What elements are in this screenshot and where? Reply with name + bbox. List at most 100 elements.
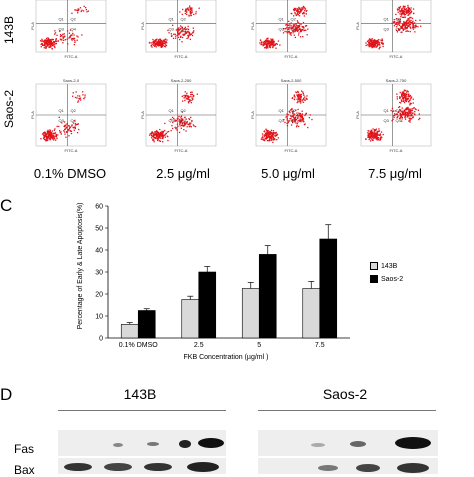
event-dot — [170, 35, 173, 37]
event-dot — [391, 107, 394, 110]
event-dot — [66, 126, 68, 129]
event-dot — [190, 116, 192, 119]
event-dot — [166, 39, 168, 41]
event-dot — [401, 100, 403, 102]
event-dot — [407, 6, 409, 9]
event-dot — [282, 32, 285, 34]
event-dot — [68, 128, 70, 131]
event-dot — [418, 118, 420, 121]
event-dot — [299, 119, 302, 122]
y-tick-label: 50 — [95, 226, 103, 233]
event-dot — [377, 137, 380, 139]
event-dot — [305, 98, 307, 100]
event-dot — [151, 137, 153, 139]
event-dot — [47, 131, 49, 134]
event-dot — [373, 134, 376, 137]
event-dot — [186, 94, 188, 96]
event-dot — [152, 38, 154, 41]
event-dot — [409, 121, 411, 123]
event-dot — [266, 132, 268, 134]
event-dot — [159, 134, 161, 136]
event-dot — [157, 135, 159, 137]
event-dot — [262, 41, 265, 43]
event-dot — [187, 97, 190, 99]
event-dot — [379, 137, 381, 139]
event-dot — [186, 28, 188, 30]
event-dot — [191, 99, 193, 101]
event-dot — [159, 45, 162, 47]
event-dot — [412, 117, 414, 119]
event-dot — [182, 34, 184, 36]
event-dot — [405, 114, 407, 116]
event-dot — [296, 8, 298, 10]
event-dot — [62, 33, 64, 35]
event-dot — [55, 38, 57, 40]
event-dot — [158, 133, 160, 136]
event-dot — [299, 116, 301, 118]
event-dot — [264, 47, 266, 49]
event-dot — [188, 14, 190, 16]
event-dot — [293, 25, 295, 27]
event-dot — [82, 10, 85, 12]
event-dot — [164, 129, 166, 132]
event-dot — [396, 8, 399, 10]
flow-plot-143b-1: Q1 Q2 Q3 Q4 FITC-A PI-A — [140, 0, 217, 60]
event-dot — [182, 118, 184, 120]
event-dot — [370, 134, 372, 136]
event-dot — [149, 134, 151, 136]
event-dot — [45, 139, 47, 141]
event-dot — [396, 96, 398, 98]
event-dot — [394, 113, 396, 115]
event-dot — [153, 40, 155, 43]
event-dot — [60, 133, 62, 135]
event-dot — [49, 134, 51, 136]
event-dot — [50, 46, 52, 48]
event-dot — [49, 133, 51, 135]
event-dot — [409, 23, 411, 26]
event-dot — [302, 5, 304, 8]
event-dot — [306, 95, 308, 97]
event-dot — [368, 46, 370, 48]
event-dot — [408, 108, 410, 110]
event-dot — [189, 12, 191, 14]
event-dot — [163, 40, 165, 42]
event-dot — [293, 23, 295, 26]
event-dot — [376, 137, 378, 139]
event-dot — [404, 90, 406, 92]
event-dot — [304, 8, 307, 10]
event-dot — [157, 44, 159, 47]
event-dot — [408, 7, 410, 9]
event-dot — [376, 132, 378, 135]
event-dot — [305, 13, 307, 15]
event-dot — [153, 136, 155, 138]
event-dot — [183, 34, 185, 36]
event-dot — [47, 45, 49, 47]
event-dot — [404, 118, 407, 120]
event-dot — [275, 43, 278, 45]
event-dot — [70, 130, 73, 132]
event-dot — [184, 116, 186, 118]
event-dot — [405, 93, 408, 95]
event-dot — [178, 118, 180, 121]
event-dot — [375, 42, 377, 45]
event-dot — [284, 30, 286, 33]
event-dot — [379, 46, 381, 48]
event-dot — [406, 20, 408, 22]
event-dot — [150, 45, 152, 47]
flow-plot-title: Saos-2-500 — [281, 78, 302, 83]
event-dot — [277, 40, 280, 42]
x-tick-label: 0.1% DMSO — [119, 342, 158, 349]
event-dot — [272, 134, 275, 136]
event-dot — [265, 133, 268, 135]
event-dot — [259, 39, 262, 42]
event-dot — [191, 9, 193, 11]
event-dot — [400, 109, 402, 111]
event-dot — [407, 101, 410, 103]
event-dot — [153, 134, 155, 136]
event-dot — [179, 38, 181, 41]
event-dot — [65, 124, 67, 126]
event-dot — [407, 97, 410, 100]
event-dot — [83, 98, 85, 100]
event-dot — [44, 133, 46, 135]
event-dot — [188, 96, 190, 98]
